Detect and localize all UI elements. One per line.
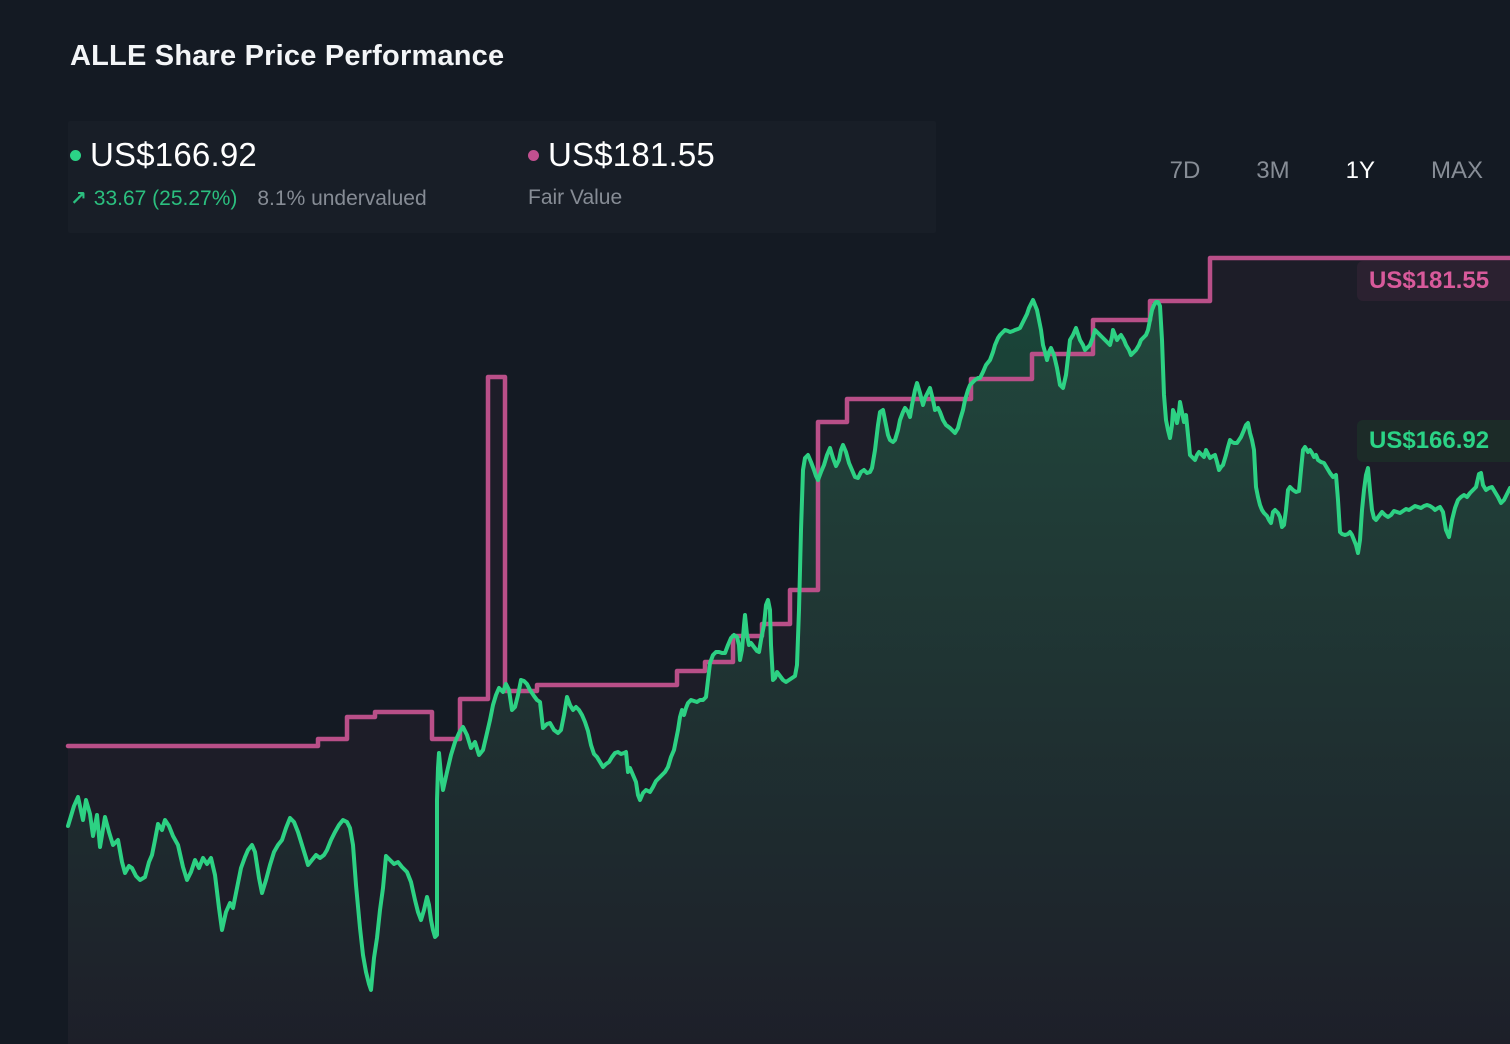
range-selector: 7D 3M 1Y MAX (1170, 157, 1483, 185)
range-button-max[interactable]: MAX (1430, 157, 1483, 184)
range-button-1y[interactable]: 1Y (1345, 157, 1375, 184)
up-right-arrow-icon: ↗ (70, 188, 87, 210)
share-price-line (66, 298, 1510, 992)
fair-value-dot-icon (528, 149, 539, 161)
share-price-axis-badge-text: US$166.92 (1369, 427, 1490, 454)
share-price-area (68, 300, 1510, 1044)
page-title: ALLE Share Price Performance (70, 40, 505, 72)
fair-value-axis-badge: US$181.55 (1357, 261, 1510, 301)
share-price-change: 33.67 (25.27%) (93, 186, 238, 210)
fair-value-value: US$181.55 (548, 136, 715, 173)
undervalued-note: 8.1% undervalued (257, 186, 427, 210)
legend-fair-value: US$181.55 Fair Value (528, 132, 715, 210)
range-button-7d[interactable]: 7D (1169, 157, 1201, 184)
fair-value-label: Fair Value (528, 186, 623, 209)
share-price-dot-icon (70, 149, 81, 161)
range-button-3m[interactable]: 3M (1256, 157, 1290, 184)
fair-value-axis-badge-text: US$181.55 (1369, 267, 1490, 294)
fair-value-line (65, 255, 1510, 749)
legend-share-price: US$166.92 ↗ 33.67 (25.27%) 8.1% underval… (70, 132, 427, 211)
share-price-value: US$166.92 (90, 136, 257, 173)
share-price-axis-badge: US$166.92 (1357, 420, 1510, 462)
